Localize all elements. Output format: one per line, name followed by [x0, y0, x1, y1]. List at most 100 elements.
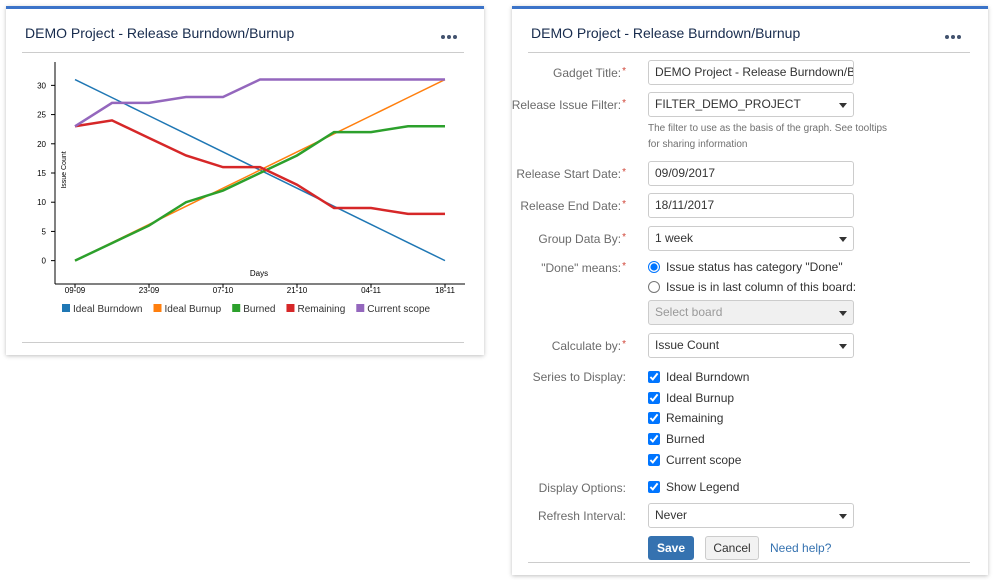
x-tick-label: 04-11: [361, 286, 381, 295]
checkbox[interactable]: [648, 391, 660, 404]
option-text: Ideal Burndown: [666, 370, 750, 384]
option-text: Show Legend: [666, 480, 740, 494]
legend-swatch: [62, 304, 70, 312]
select[interactable]: Never: [648, 503, 854, 528]
x-tick-label: 23-09: [139, 286, 160, 295]
option-text: Issue is in last column of this board:: [666, 280, 857, 294]
required-marker: *: [622, 261, 626, 272]
legend-label: Ideal Burndown: [73, 304, 143, 315]
field-label: Display Options:: [538, 481, 626, 495]
option-text: Burned: [666, 432, 705, 447]
chart: 0 5 10 15 20 25 30 09-09 23-09 07-10 21-10 04-11 18-…: [37, 62, 465, 315]
menu-button[interactable]: [441, 35, 457, 39]
series-line: [74, 119, 445, 216]
legend-label: Ideal Burnup: [165, 304, 222, 315]
text-input[interactable]: DEMO Project - Release Burndown/Burnup: [648, 60, 854, 85]
label-text: Gadget Title:: [553, 66, 622, 80]
help-text: for sharing information: [648, 139, 748, 150]
y-axis-title: Issue Count: [61, 151, 68, 188]
field-label: Gadget Title:*: [553, 66, 626, 80]
field-label: Calculate by:*: [552, 339, 626, 353]
label-text: Release Issue Filter:: [511, 98, 622, 112]
legend-swatch: [232, 304, 241, 312]
x-tick-label: 21-10: [287, 286, 308, 295]
select[interactable]: 1 week: [648, 226, 854, 251]
gadget-title: DEMO Project - Release Burndown/Burnup: [25, 25, 295, 41]
field-label: Series to Display:: [532, 370, 626, 384]
select[interactable]: Issue Count: [648, 333, 854, 358]
label-text: Release End Date:: [520, 199, 622, 213]
x-tick-label: 09-09: [65, 286, 86, 295]
date-input[interactable]: 18/11/2017: [648, 193, 854, 218]
label-text: Calculate by:: [551, 339, 622, 353]
help-text: The filter to use as the basis of the gr…: [648, 123, 888, 134]
required-marker: *: [622, 66, 626, 77]
series-line: [74, 78, 445, 128]
checkbox-option[interactable]: Ideal Burnup: [648, 391, 734, 405]
y-tick-label: 0: [42, 257, 47, 266]
gadget-title: DEMO Project - Release Burndown/Burnup: [531, 25, 801, 41]
option-text: Ideal Burnup: [666, 390, 735, 405]
radio-option[interactable]: Issue is in last column of this board:: [648, 280, 856, 294]
field-label: "Done" means:*: [541, 261, 626, 275]
legend-swatch: [153, 304, 162, 312]
radio-option[interactable]: Issue status has category "Done": [648, 260, 843, 274]
config-gadget: DEMO Project - Release Burndown/Burnup G…: [512, 6, 988, 575]
field-label: Release Start Date:*: [516, 167, 626, 181]
legend-label: Burned: [243, 304, 275, 315]
select[interactable]: FILTER_DEMO_PROJECT: [648, 92, 854, 117]
label-text: "Done" means:: [541, 261, 622, 275]
checkbox-option[interactable]: Ideal Burndown: [648, 370, 749, 384]
required-marker: *: [622, 167, 626, 178]
required-marker: *: [622, 232, 626, 243]
y-tick-label: 5: [42, 227, 47, 236]
y-tick-label: 10: [37, 198, 46, 207]
x-tick-label: 07-10: [213, 286, 234, 295]
separator: [528, 562, 970, 563]
checkbox[interactable]: [648, 433, 660, 446]
series-line: [74, 125, 445, 262]
disabled-select: Select board: [648, 300, 854, 325]
legend-label: Current scope: [367, 304, 430, 315]
field-label: Release End Date:*: [520, 199, 626, 213]
label-text: Release Start Date:: [516, 167, 622, 181]
save-button[interactable]: Save: [648, 536, 694, 560]
y-tick-label: 15: [37, 169, 46, 178]
cancel-button[interactable]: Cancel: [705, 536, 759, 560]
checkbox[interactable]: [648, 371, 660, 383]
x-tick-label: 18-11: [435, 286, 455, 295]
y-tick-label: 30: [37, 81, 46, 90]
help-link[interactable]: Need help?: [770, 541, 832, 555]
separator: [528, 52, 970, 53]
y-tick-label: 25: [37, 111, 46, 120]
label-text: Group Data By:: [538, 232, 622, 246]
option-text: Remaining: [666, 411, 724, 426]
required-marker: *: [622, 339, 626, 350]
option-text: Issue status has category "Done": [666, 260, 843, 274]
legend-swatch: [286, 304, 295, 312]
checkbox-option[interactable]: Show Legend: [648, 480, 739, 494]
checkbox-option[interactable]: Burned: [648, 432, 705, 446]
y-tick-label: 20: [37, 140, 46, 149]
date-input[interactable]: 09/09/2017: [648, 161, 854, 186]
option-text: Current scope: [666, 452, 742, 467]
field-label: Group Data By:*: [538, 232, 626, 246]
required-marker: *: [622, 98, 626, 109]
checkbox-option[interactable]: Remaining: [648, 411, 723, 425]
radio[interactable]: [648, 261, 660, 273]
menu-button[interactable]: [945, 35, 961, 39]
field-label: Refresh Interval:: [537, 509, 626, 523]
checkbox[interactable]: [648, 412, 660, 425]
x-axis-title: Days: [250, 269, 268, 278]
field-label: Release Issue Filter:*: [512, 98, 626, 112]
checkbox-option[interactable]: Current scope: [648, 453, 741, 467]
required-marker: *: [622, 199, 626, 210]
radio[interactable]: [648, 281, 660, 293]
checkbox[interactable]: [648, 453, 660, 466]
legend-label: Remaining: [297, 304, 345, 315]
separator: [22, 52, 464, 53]
checkbox[interactable]: [648, 481, 660, 493]
legend-swatch: [356, 304, 365, 312]
separator: [22, 342, 464, 343]
